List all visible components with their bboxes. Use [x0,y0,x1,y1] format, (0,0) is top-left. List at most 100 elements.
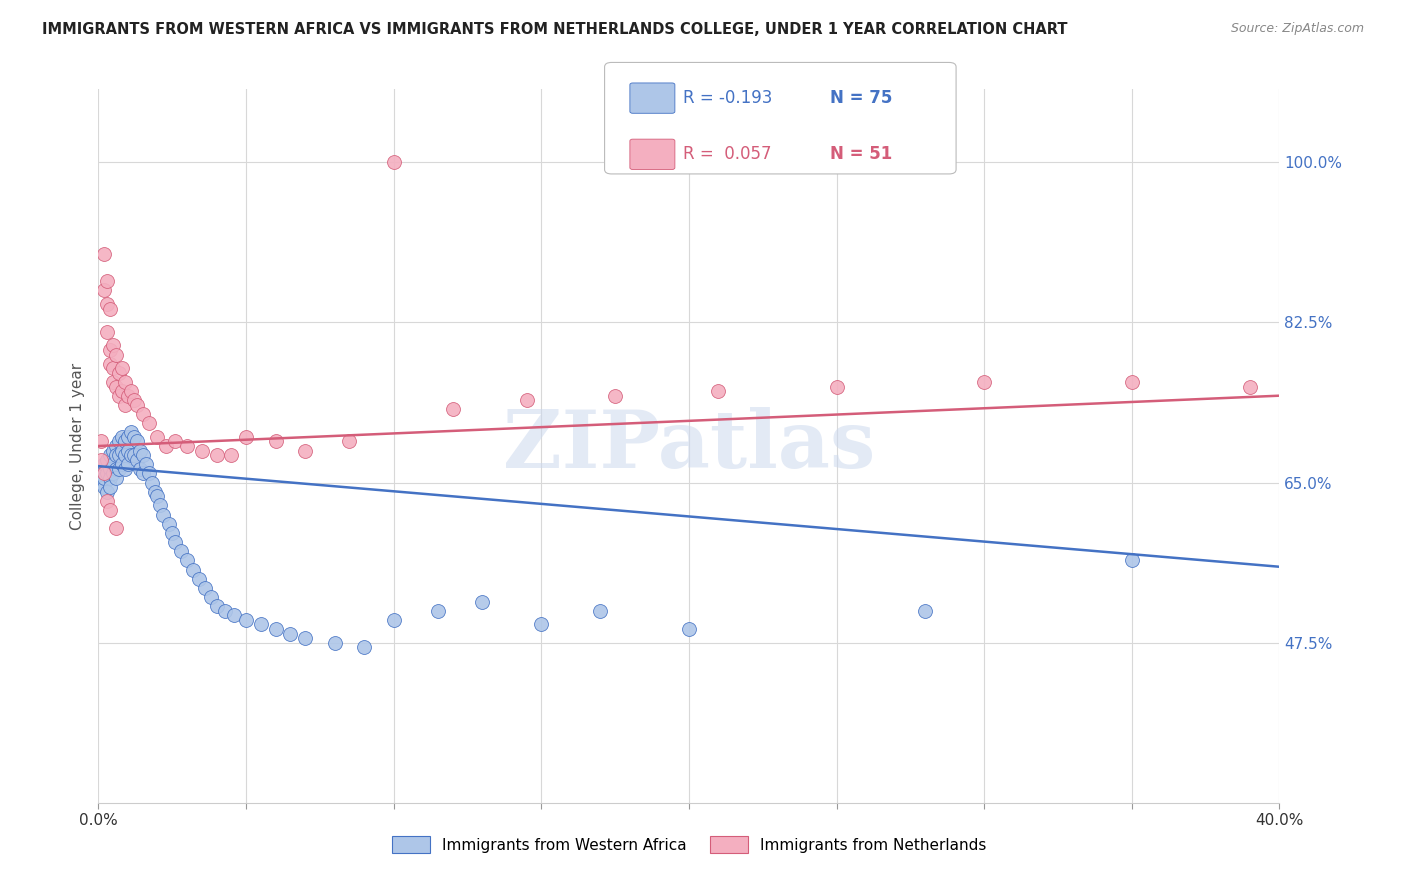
Point [128,443,150,458]
Point [96,452,118,467]
Point [264,434,287,449]
Point [250,617,273,632]
Point [98,462,121,476]
Point [93,458,115,472]
Text: IMMIGRANTS FROM WESTERN AFRICA VS IMMIGRANTS FROM NETHERLANDS COLLEGE, UNDER 1 Y: IMMIGRANTS FROM WESTERN AFRICA VS IMMIGR… [42,22,1067,37]
Text: N = 75: N = 75 [830,89,891,107]
Point [132,448,155,462]
Point [471,594,494,608]
Point [98,448,121,462]
Text: N = 51: N = 51 [830,145,891,163]
Point [605,389,627,403]
Point [105,462,128,476]
Point [103,338,125,352]
Point [122,393,145,408]
Point [96,484,118,499]
Point [152,508,174,522]
Point [117,430,139,444]
Point [120,384,142,398]
Point [441,402,464,417]
Point [224,608,246,623]
Point [105,439,128,453]
Point [96,494,118,508]
Point [181,562,204,576]
Point [105,379,128,393]
Point [98,343,121,357]
Point [146,489,169,503]
Point [108,462,131,476]
Point [973,375,995,389]
Point [98,301,121,316]
Point [125,452,148,467]
Point [516,393,538,408]
Text: ZIPatlas: ZIPatlas [503,407,875,485]
Point [98,357,121,371]
Point [117,389,139,403]
Point [707,384,730,398]
Point [323,636,346,650]
Point [235,430,257,444]
Point [187,572,209,586]
Point [105,448,128,462]
Point [120,425,142,440]
Point [111,384,134,398]
Point [96,297,118,311]
Point [165,434,187,449]
Point [98,471,121,485]
Legend: Immigrants from Western Africa, Immigrants from Netherlands: Immigrants from Western Africa, Immigran… [385,830,993,859]
Text: R =  0.057: R = 0.057 [683,145,772,163]
Point [117,443,139,458]
Point [353,640,375,655]
Point [105,347,128,361]
Point [108,448,131,462]
Point [162,525,183,540]
Point [96,325,118,339]
Point [194,581,217,595]
Point [176,439,198,453]
Point [678,622,700,636]
Point [105,521,128,535]
Point [170,544,193,558]
Point [108,389,131,403]
Point [294,443,316,458]
Point [1121,553,1143,567]
Point [114,375,136,389]
Point [427,604,450,618]
Point [143,484,166,499]
Point [205,599,228,613]
Point [382,155,405,169]
Point [98,503,121,517]
Point [125,434,148,449]
Point [157,516,180,531]
Point [382,613,405,627]
Point [138,467,160,481]
Point [191,443,214,458]
Point [90,467,112,481]
Point [264,622,287,636]
Point [114,462,136,476]
Point [90,475,112,490]
Point [914,604,936,618]
Point [117,458,139,472]
Point [96,274,118,288]
Point [235,613,257,627]
Point [165,535,187,549]
Y-axis label: College, Under 1 year: College, Under 1 year [69,362,84,530]
Point [93,247,115,261]
Point [122,448,145,462]
Point [93,471,115,485]
Point [103,467,125,481]
Point [90,452,112,467]
Point [1121,375,1143,389]
Point [114,448,136,462]
Point [108,434,131,449]
Point [120,448,142,462]
Point [98,480,121,494]
Point [176,553,198,567]
Point [135,458,157,472]
Point [221,448,243,462]
Point [114,434,136,449]
Point [108,366,131,380]
Point [93,480,115,494]
Point [141,475,163,490]
